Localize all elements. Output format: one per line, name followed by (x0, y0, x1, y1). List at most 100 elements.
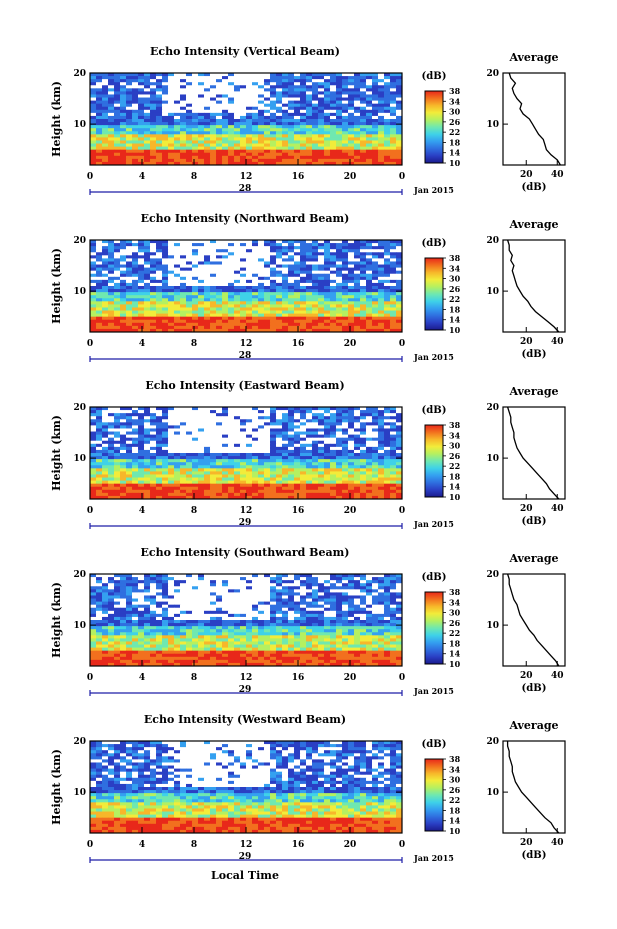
heatmap-cell (246, 580, 253, 584)
heatmap-cell (288, 258, 295, 262)
heatmap-cell (216, 489, 223, 494)
heatmap-cell (360, 489, 367, 494)
heatmap-cell (324, 146, 331, 151)
heatmap-cell (336, 407, 343, 411)
heatmap-cell (318, 270, 325, 275)
heatmap-cell (282, 243, 289, 247)
heatmap-cell (114, 103, 121, 108)
heatmap-cell (324, 292, 331, 296)
heatmap (90, 407, 403, 500)
heatmap-cell (150, 453, 157, 457)
heatmap-cell (354, 289, 361, 293)
heatmap-cell (210, 276, 217, 281)
heatmap-cell (156, 79, 163, 83)
heatmap-cell (306, 413, 313, 417)
heatmap-cell (258, 243, 265, 247)
heatmap-cell (276, 295, 283, 299)
heatmap-cell (246, 292, 253, 296)
heatmap-cell (108, 243, 115, 247)
heatmap-cell (264, 322, 271, 327)
heatmap-cell (180, 489, 187, 494)
heatmap-cell (198, 465, 205, 469)
heatmap-cell (384, 100, 391, 105)
heatmap-cell (174, 289, 181, 293)
heatmap-cell (282, 486, 289, 491)
heatmap-cell (246, 577, 253, 581)
heatmap-cell (192, 143, 199, 147)
heatmap-cell (318, 79, 325, 83)
heatmap-cell (234, 486, 241, 491)
heatmap-cell (306, 489, 313, 494)
heatmap-cell (216, 574, 223, 578)
heatmap-cell (306, 258, 313, 262)
heatmap-cell (102, 103, 109, 108)
heatmap-cell (258, 158, 265, 163)
colorbar-tick-label: 30 (449, 274, 461, 284)
heatmap-cell (204, 243, 211, 247)
heatmap-cell (246, 88, 253, 92)
heatmap-cell (222, 453, 229, 457)
heatmap-cell (372, 328, 379, 333)
heatmap-cell (150, 252, 157, 256)
heatmap-cell (162, 100, 169, 105)
heatmap-cell (264, 73, 271, 77)
heatmap-cell (306, 106, 313, 111)
heatmap-cell (102, 495, 109, 500)
heatmap-cell (126, 456, 133, 460)
heatmap-cell (312, 276, 319, 281)
heatmap-cell (108, 440, 115, 445)
heatmap-cell (378, 456, 385, 460)
heatmap-cell (162, 489, 169, 494)
heatmap-cell (264, 489, 271, 494)
heatmap-cell (96, 322, 103, 327)
heatmap-cell (378, 119, 385, 123)
heatmap-cell (192, 106, 199, 111)
heatmap-cell (234, 477, 241, 481)
heatmap-cell (198, 428, 205, 432)
heatmap-cell (336, 410, 343, 414)
heatmap-cell (132, 313, 139, 318)
heatmap-cell (180, 313, 187, 318)
heatmap-cell (276, 328, 283, 333)
heatmap-cell (132, 574, 139, 578)
heatmap-cell (312, 94, 319, 98)
heatmap-cell (342, 161, 349, 166)
heatmap-cell (360, 261, 367, 265)
heatmap-cell (120, 416, 127, 420)
heatmap-cell (258, 140, 265, 144)
heatmap-cell (270, 459, 277, 463)
heatmap-cell (162, 425, 169, 429)
heatmap-cell (312, 119, 319, 123)
heatmap-cell (282, 328, 289, 333)
heatmap-cell (330, 94, 337, 98)
heatmap-cell (348, 276, 355, 281)
heatmap-cell (378, 440, 385, 445)
heatmap-cell (282, 449, 289, 454)
heatmap-cell (384, 103, 391, 108)
heatmap-cell (336, 255, 343, 259)
heatmap-cell (138, 301, 145, 305)
heatmap-cell (252, 270, 259, 275)
heatmap-cell (126, 73, 133, 77)
heatmap-cell (240, 255, 247, 259)
heatmap-cell (90, 240, 97, 244)
heatmap-cell (192, 134, 199, 138)
heatmap-cell (192, 440, 199, 445)
heatmap-cell (276, 495, 283, 500)
heatmap-cell (204, 76, 211, 80)
heatmap-cell (186, 140, 193, 144)
heatmap-cell (168, 292, 175, 296)
heatmap-cell (108, 88, 115, 92)
panel-title: Echo Intensity (Eastward Beam) (145, 379, 344, 392)
heatmap-cell (306, 437, 313, 442)
heatmap-cell (162, 143, 169, 147)
heatmap-cell (204, 462, 211, 466)
heatmap-cell (126, 449, 133, 454)
heatmap-cell (90, 94, 97, 98)
heatmap-cell (168, 325, 175, 330)
heatmap-cell (282, 119, 289, 123)
heatmap-cell (390, 443, 397, 448)
heatmap-cell (348, 122, 355, 126)
heatmap-cell (360, 149, 367, 154)
heatmap-cell (300, 270, 307, 275)
